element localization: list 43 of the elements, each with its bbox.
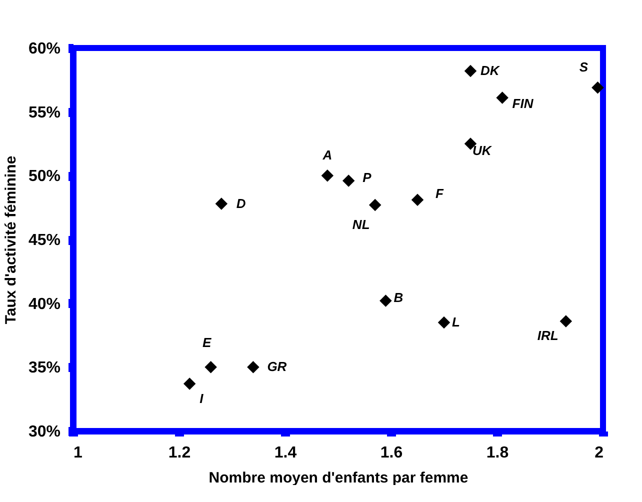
annotation: I — [200, 390, 204, 406]
annotation: DK — [480, 62, 501, 78]
x-tick-label: 1.4 — [274, 444, 297, 462]
y-tick-label: 45% — [28, 232, 60, 249]
x-tick-label: 1 — [74, 444, 82, 462]
point — [183, 378, 196, 390]
point — [464, 64, 477, 78]
point — [560, 315, 572, 328]
point — [204, 361, 217, 374]
point — [247, 361, 260, 374]
point — [368, 198, 382, 212]
point — [380, 294, 392, 307]
point — [592, 81, 604, 94]
y-tick-label: 60% — [28, 40, 60, 58]
annotation: A — [322, 148, 332, 163]
y-tick-label: 30% — [28, 424, 60, 440]
point — [496, 92, 508, 104]
annotation: NL — [352, 217, 370, 232]
y-tick-label: 55% — [28, 104, 60, 122]
annotation: GR — [267, 359, 288, 374]
point — [438, 316, 450, 329]
annotation: UK — [472, 142, 493, 158]
y-tick-label: 40% — [28, 296, 60, 313]
y-axis-title: Taux d'activité féminine — [2, 156, 20, 324]
annotation: D — [236, 196, 246, 211]
y-tick-label: 35% — [28, 360, 60, 377]
y-tick-label: 50% — [28, 168, 60, 186]
annotation: F — [436, 186, 444, 201]
annotation: S — [579, 60, 588, 75]
annotation: E — [202, 335, 212, 350]
x-tick-label: 1.8 — [486, 444, 509, 462]
point — [411, 194, 424, 206]
x-tick-label: 1.2 — [168, 444, 191, 462]
point — [215, 198, 228, 210]
annotation: B — [394, 290, 404, 305]
annotation: IRL — [537, 328, 558, 344]
x-tick-label: 1.6 — [380, 444, 403, 462]
x-tick-label: 2 — [594, 444, 604, 462]
annotation: P — [362, 170, 372, 185]
annotation: L — [452, 314, 460, 330]
point — [342, 174, 355, 187]
annotation: FIN — [512, 96, 534, 111]
point — [321, 170, 334, 182]
